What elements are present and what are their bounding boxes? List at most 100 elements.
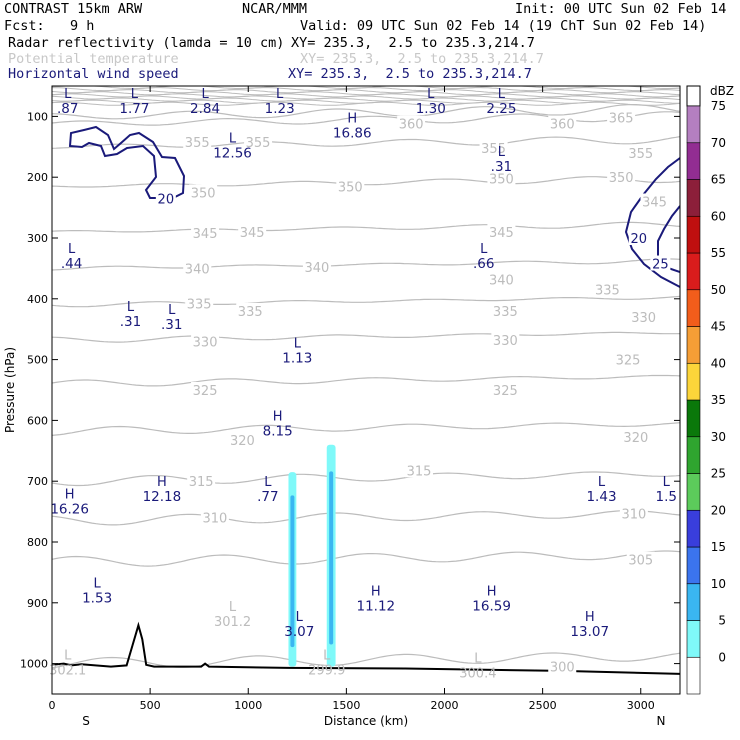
colorbar-swatch xyxy=(686,252,701,291)
theta-extremum-letter: L xyxy=(229,600,237,615)
colorbar: dBZ 0 5 10 15 20 25 30 35 40 45 50 55 60 65 70 75 xyxy=(686,84,734,695)
theta-contour-320 xyxy=(52,422,680,436)
colorbar-tick-label: 15 xyxy=(711,540,726,554)
theta-label-bg xyxy=(491,302,520,318)
theta-contour-335 xyxy=(52,295,680,308)
theta-label-bg xyxy=(607,169,636,185)
theta-contour-label: 300 xyxy=(550,661,575,676)
field-name-reflectivity: Radar reflectivity (lamda = 10 cm) xyxy=(8,35,285,51)
wind-extremum-value: 1.53 xyxy=(82,591,112,607)
wind-extremum-value: 12.18 xyxy=(143,489,182,505)
colorbar-tick-label: 70 xyxy=(711,136,726,150)
theta-contour-label: 330 xyxy=(493,334,518,349)
colorbar-tick-label: 55 xyxy=(711,246,726,260)
wind-extremum-value: 1.13 xyxy=(282,350,312,366)
theta-label-bg xyxy=(491,332,520,348)
theta-label-bg xyxy=(640,193,669,209)
wind-extremum-letter: H xyxy=(157,475,167,490)
colorbar-title: dBZ xyxy=(710,84,734,98)
theta-extremum-value: 301.2 xyxy=(214,615,251,630)
theta-label-bg xyxy=(183,260,212,276)
wind-extremum-letter: H xyxy=(371,585,381,600)
reflectivity-core-1 xyxy=(290,495,295,648)
colorbar-tick-label: 5 xyxy=(718,614,726,628)
wind-extremum-letter: L xyxy=(131,87,139,102)
theta-label-bg xyxy=(593,281,622,297)
theta-label-bg xyxy=(629,309,658,325)
theta-extremum-letter: L xyxy=(323,649,331,664)
fcst-value: 9 h xyxy=(70,18,95,34)
wind-extremum-value: 1.30 xyxy=(416,101,446,117)
x-tick-label: 1000 xyxy=(234,699,262,712)
wind-extremum-letter: L xyxy=(94,577,102,592)
theta-label-bg xyxy=(626,551,655,567)
y-tick-label: 800 xyxy=(27,536,48,549)
theta-contour-label: 365 xyxy=(609,112,634,127)
theta-label-bg xyxy=(191,225,220,241)
wind-extremum-letter: L xyxy=(264,475,272,490)
colorbar-top-cap xyxy=(686,85,701,107)
theta-label-bg xyxy=(189,184,218,200)
field-name-wind: Horizontal wind speed xyxy=(8,66,179,82)
theta-contour-label: 340 xyxy=(185,262,210,277)
y-tick-label: 500 xyxy=(27,354,48,367)
y-tick-label: 200 xyxy=(27,171,48,184)
chart-title: CONTRAST 15km ARW xyxy=(4,1,143,17)
colorbar-tick-label: 0 xyxy=(718,650,726,664)
field-xy-wind: XY= 235.3, 2.5 to 235.3,214.7 xyxy=(288,66,532,82)
wind-extremum-letter: H xyxy=(585,610,595,625)
y-tick-label: 900 xyxy=(27,597,48,610)
wind-extremum-letter: L xyxy=(296,610,304,625)
theta-contour-label: 355 xyxy=(246,136,271,151)
theta-contour-label: 320 xyxy=(623,431,648,446)
reflectivity-layer xyxy=(288,444,336,667)
theta-label-bg xyxy=(607,109,636,125)
theta-contour-label: 310 xyxy=(621,507,646,522)
y-axis-label: Pressure (hPa) xyxy=(3,347,17,433)
theta-contour-label: 320 xyxy=(230,434,255,449)
colorbar-swatch xyxy=(686,142,701,180)
theta-contour-upper xyxy=(52,89,680,94)
theta-contour-label: 360 xyxy=(550,118,575,133)
wind-extremum-value: 16.59 xyxy=(472,599,511,615)
theta-label-bg xyxy=(187,473,216,489)
theta-contour-label: 355 xyxy=(628,147,653,162)
theta-label-bg xyxy=(626,144,655,160)
x-tick-label: 2000 xyxy=(431,699,459,712)
theta-contour-label: 315 xyxy=(189,475,214,490)
y-tick-label: 300 xyxy=(27,232,48,245)
terrain-layer xyxy=(52,621,680,675)
wind-extremum-letter: L xyxy=(229,132,237,147)
colorbar-tick-label: 65 xyxy=(711,173,726,187)
label-layer: 300 305 310 310 315 315 320 320 325 325 325 330 330 3… xyxy=(49,87,677,681)
wind-label-bg xyxy=(628,230,649,245)
theta-label-bg xyxy=(238,223,267,239)
wind-extremum-letter: L xyxy=(480,242,488,257)
north-end-label: N xyxy=(657,714,666,728)
wind-contour-label: 20 xyxy=(631,232,648,247)
wind-extremum-letter: H xyxy=(347,112,357,127)
colorbar-swatch xyxy=(686,620,701,658)
colorbar-tick-label: 40 xyxy=(711,356,726,370)
wind-extremum-value: .31 xyxy=(491,159,512,175)
colorbar-tick-label: 50 xyxy=(711,283,726,297)
south-end-label: S xyxy=(82,714,90,728)
theta-label-bg xyxy=(479,140,508,156)
theta-contour-label: 305 xyxy=(628,554,653,569)
wind-extremum-value: 3.07 xyxy=(284,624,314,640)
theta-label-bg xyxy=(548,658,577,674)
colorbar-swatch xyxy=(686,509,701,548)
wind-extremum-letter: L xyxy=(64,87,72,102)
theta-contour-365 xyxy=(52,104,680,120)
colorbar-swatch xyxy=(686,473,701,511)
theta-contour-label: 350 xyxy=(489,172,514,187)
theta-contour-label: 325 xyxy=(193,384,218,399)
theta-contour-label: 310 xyxy=(202,512,227,527)
colorbar-tick-label: 45 xyxy=(711,320,726,334)
wind-extremum-value: 16.86 xyxy=(333,126,372,142)
theta-contour-label: 335 xyxy=(595,284,620,299)
theta-contour-upper xyxy=(52,97,680,102)
theta-label-bg xyxy=(487,271,516,287)
colorbar-swatch xyxy=(686,399,701,438)
colorbar-swatch xyxy=(686,326,701,364)
